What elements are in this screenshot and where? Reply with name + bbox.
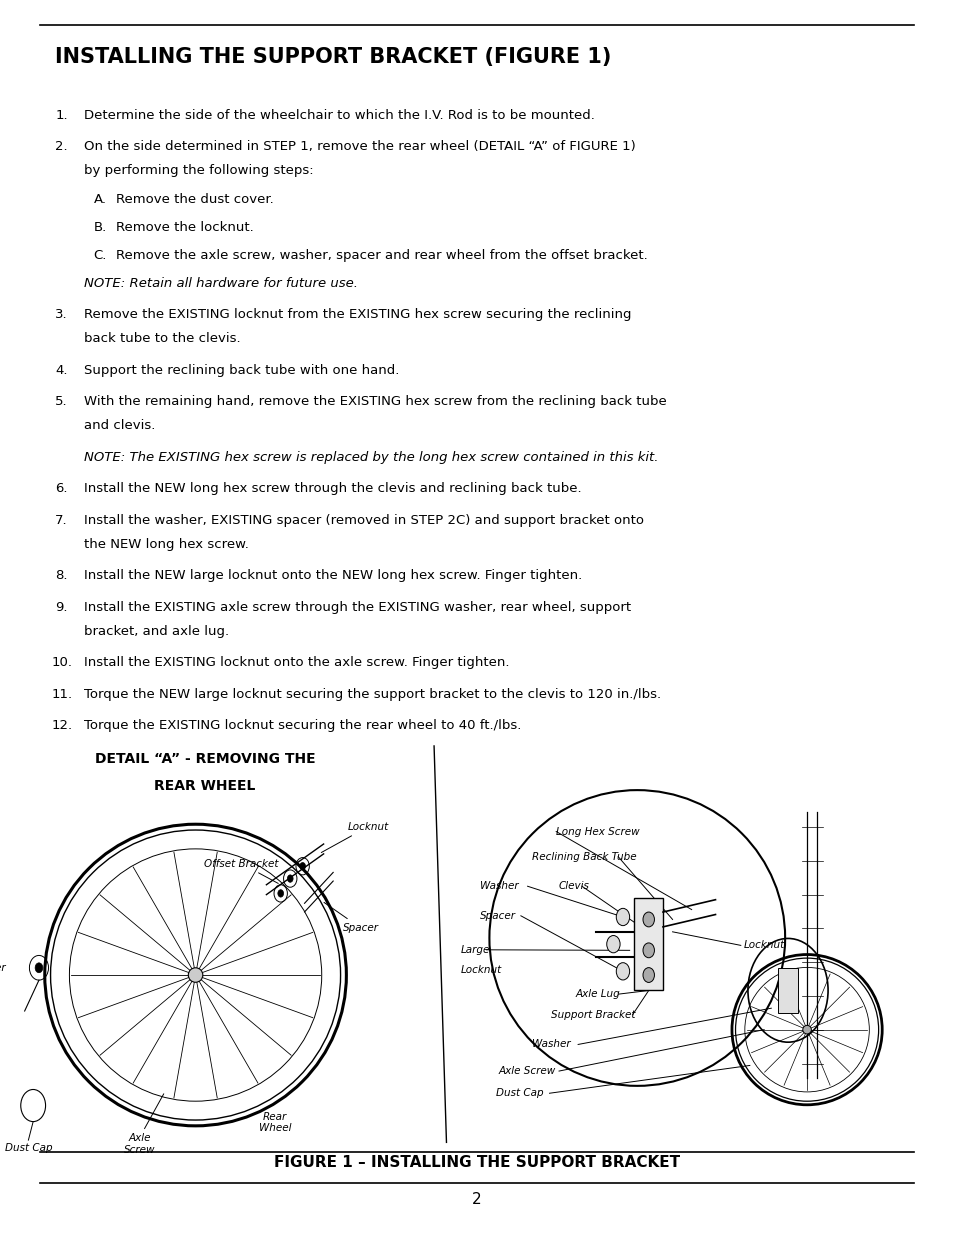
Text: Locknut: Locknut	[743, 940, 784, 951]
Text: Determine the side of the wheelchair to which the I.V. Rod is to be mounted.: Determine the side of the wheelchair to …	[84, 109, 595, 122]
Text: FIGURE 1 – INSTALLING THE SUPPORT BRACKET: FIGURE 1 – INSTALLING THE SUPPORT BRACKE…	[274, 1155, 679, 1170]
Text: Rear
Wheel: Rear Wheel	[259, 1112, 292, 1134]
Text: 3.: 3.	[55, 308, 68, 321]
Text: Spacer: Spacer	[324, 903, 378, 932]
Text: bracket, and axle lug.: bracket, and axle lug.	[84, 625, 229, 638]
Text: back tube to the clevis.: back tube to the clevis.	[84, 332, 240, 346]
Text: Locknut: Locknut	[321, 821, 388, 852]
Text: Remove the EXISTING locknut from the EXISTING hex screw securing the reclining: Remove the EXISTING locknut from the EXI…	[84, 308, 631, 321]
Circle shape	[642, 911, 654, 926]
Text: Reclining Back Tube: Reclining Back Tube	[532, 852, 637, 862]
Text: Remove the axle screw, washer, spacer and rear wheel from the offset bracket.: Remove the axle screw, washer, spacer an…	[116, 248, 647, 262]
Text: Washer: Washer	[0, 963, 6, 973]
Text: REAR WHEEL: REAR WHEEL	[154, 779, 255, 793]
Text: NOTE: Retain all hardware for future use.: NOTE: Retain all hardware for future use…	[84, 277, 357, 290]
Bar	[778, 968, 797, 1013]
Bar	[634, 898, 662, 990]
Ellipse shape	[188, 968, 203, 982]
Text: Locknut: Locknut	[460, 965, 501, 974]
Text: Install the NEW large locknut onto the NEW long hex screw. Finger tighten.: Install the NEW large locknut onto the N…	[84, 569, 581, 583]
Text: NOTE: The EXISTING hex screw is replaced by the long hex screw contained in this: NOTE: The EXISTING hex screw is replaced…	[84, 451, 658, 464]
Circle shape	[35, 963, 43, 973]
Text: Washer: Washer	[532, 1040, 570, 1050]
Circle shape	[616, 962, 629, 979]
Text: 9.: 9.	[55, 600, 68, 614]
Text: On the side determined in STEP 1, remove the rear wheel (DETAIL “A” of FIGURE 1): On the side determined in STEP 1, remove…	[84, 141, 635, 153]
Text: INSTALLING THE SUPPORT BRACKET (FIGURE 1): INSTALLING THE SUPPORT BRACKET (FIGURE 1…	[55, 47, 611, 67]
Text: With the remaining hand, remove the EXISTING hex screw from the reclining back t: With the remaining hand, remove the EXIS…	[84, 395, 666, 409]
Text: Install the NEW long hex screw through the clevis and reclining back tube.: Install the NEW long hex screw through t…	[84, 482, 581, 495]
Text: Support Bracket: Support Bracket	[551, 1010, 636, 1020]
Text: C.: C.	[93, 248, 107, 262]
Ellipse shape	[802, 1025, 810, 1034]
Text: 6.: 6.	[55, 482, 68, 495]
Circle shape	[277, 889, 283, 897]
Text: Long Hex Screw: Long Hex Screw	[556, 826, 639, 836]
Text: A.: A.	[93, 193, 107, 206]
Text: Install the EXISTING locknut onto the axle screw. Finger tighten.: Install the EXISTING locknut onto the ax…	[84, 656, 509, 669]
Text: 2: 2	[472, 1192, 481, 1207]
Text: and clevis.: and clevis.	[84, 419, 155, 432]
Text: DETAIL “A” - REMOVING THE: DETAIL “A” - REMOVING THE	[94, 752, 315, 766]
Circle shape	[642, 942, 654, 957]
Text: Remove the locknut.: Remove the locknut.	[116, 221, 253, 235]
Text: Support the reclining back tube with one hand.: Support the reclining back tube with one…	[84, 363, 399, 377]
Text: Clevis: Clevis	[558, 882, 589, 892]
Text: Axle
Screw: Axle Screw	[124, 1134, 155, 1155]
Text: Axle Screw: Axle Screw	[498, 1066, 556, 1076]
Text: by performing the following steps:: by performing the following steps:	[84, 164, 314, 178]
Text: Install the washer, EXISTING spacer (removed in STEP 2C) and support bracket ont: Install the washer, EXISTING spacer (rem…	[84, 514, 643, 527]
Text: Install the EXISTING axle screw through the EXISTING washer, rear wheel, support: Install the EXISTING axle screw through …	[84, 600, 631, 614]
Text: Remove the dust cover.: Remove the dust cover.	[116, 193, 274, 206]
Text: Spacer: Spacer	[479, 910, 516, 921]
Text: Large: Large	[460, 945, 490, 955]
Text: 2.: 2.	[55, 141, 68, 153]
Text: the NEW long hex screw.: the NEW long hex screw.	[84, 537, 249, 551]
Text: Dust Cap: Dust Cap	[5, 1142, 52, 1152]
Text: 5.: 5.	[55, 395, 68, 409]
Text: 11.: 11.	[51, 688, 72, 701]
Text: 1.: 1.	[55, 109, 68, 122]
Circle shape	[287, 874, 293, 882]
Text: 4.: 4.	[55, 363, 68, 377]
Text: 7.: 7.	[55, 514, 68, 527]
Text: 8.: 8.	[55, 569, 68, 583]
Circle shape	[299, 862, 305, 869]
Text: 12.: 12.	[51, 719, 72, 732]
Text: Axle Lug: Axle Lug	[575, 989, 619, 999]
Text: Washer: Washer	[479, 882, 517, 892]
Circle shape	[642, 967, 654, 982]
Text: Dust Cap: Dust Cap	[496, 1088, 543, 1098]
Text: B.: B.	[93, 221, 107, 235]
Text: 10.: 10.	[51, 656, 72, 669]
Circle shape	[616, 908, 629, 925]
Text: Offset Bracket: Offset Bracket	[204, 858, 278, 883]
Text: Torque the EXISTING locknut securing the rear wheel to 40 ft./lbs.: Torque the EXISTING locknut securing the…	[84, 719, 520, 732]
Circle shape	[606, 935, 619, 952]
Text: Torque the NEW large locknut securing the support bracket to the clevis to 120 i: Torque the NEW large locknut securing th…	[84, 688, 660, 701]
